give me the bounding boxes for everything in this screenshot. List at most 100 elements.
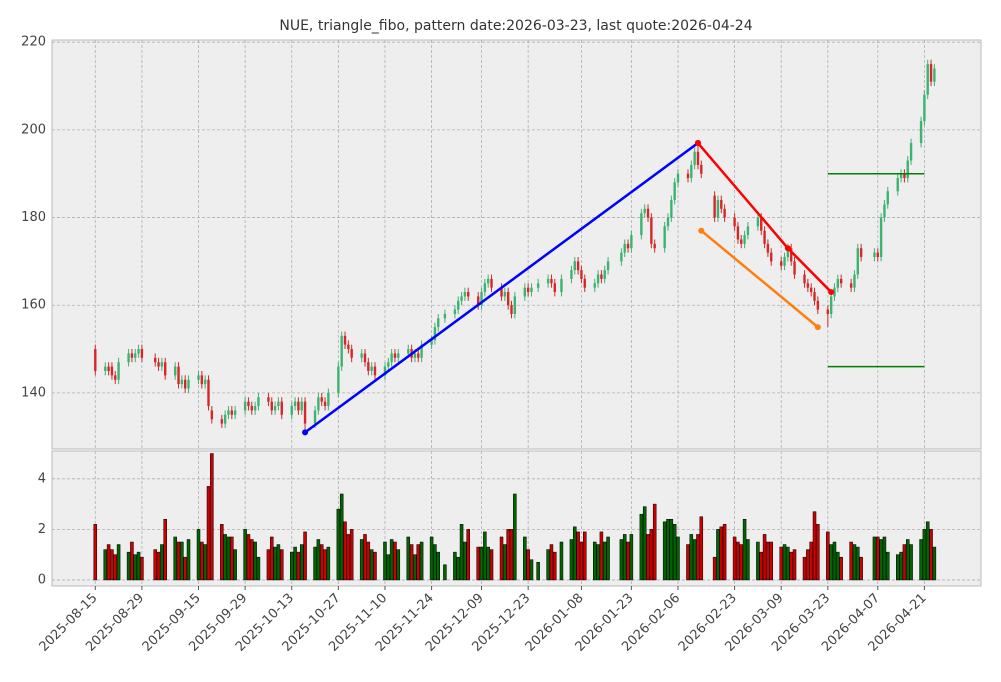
candle-body: [536, 283, 540, 288]
candle-body: [413, 353, 417, 358]
candle-body: [117, 362, 120, 380]
volume-bar: [316, 539, 321, 581]
candle-body: [879, 217, 883, 257]
candle-body: [407, 349, 410, 354]
volume-bar: [809, 541, 813, 581]
candle-body: [723, 208, 726, 218]
volume-bar: [766, 541, 770, 581]
volume-bar: [849, 541, 853, 581]
volume-bar: [396, 549, 401, 581]
volume-tick-label: 0: [38, 572, 46, 587]
volume-bar: [686, 544, 690, 581]
candle-body: [693, 151, 696, 165]
candle-body: [453, 309, 457, 314]
y-tick-label: 140: [21, 385, 46, 400]
volume-bar: [336, 508, 341, 581]
candle-body: [670, 200, 673, 218]
candle-body: [720, 200, 723, 209]
volume-bar: [769, 541, 773, 581]
candle-body: [127, 353, 130, 363]
volume-bar: [393, 541, 397, 581]
candle-body: [546, 278, 550, 284]
volume-bar: [280, 549, 284, 581]
candle-body: [740, 239, 743, 244]
volume-bar: [293, 546, 297, 581]
volume-bar: [606, 536, 610, 581]
candle-body: [813, 292, 816, 301]
candle-body: [290, 406, 293, 415]
candle-body: [280, 401, 283, 415]
volume-bar: [383, 541, 387, 581]
candle-body: [623, 243, 626, 253]
volume-bar: [559, 541, 564, 581]
candle-body: [177, 366, 180, 385]
candle-body: [793, 261, 796, 275]
candle-body: [270, 401, 273, 411]
volume-bar: [619, 539, 624, 581]
volume-bar: [746, 539, 750, 581]
candle-body: [513, 296, 517, 314]
volume-bar: [443, 564, 447, 581]
volume-bar: [829, 544, 833, 581]
candle-body: [443, 313, 447, 319]
candle-body: [713, 195, 716, 218]
pattern-point: [302, 429, 309, 436]
volume-bar: [226, 536, 231, 581]
price-panel: [51, 39, 982, 450]
volume-bar: [896, 554, 900, 581]
volume-bar: [180, 541, 184, 581]
volume-bar: [573, 526, 577, 581]
volume-bar: [909, 544, 913, 581]
candle-body: [630, 235, 633, 249]
pattern-point: [828, 289, 835, 296]
candle-body: [856, 248, 859, 275]
candle-body: [530, 287, 533, 293]
volume-bar: [276, 544, 281, 581]
candle-body: [873, 252, 876, 257]
candle-body: [833, 287, 836, 297]
volume-bar: [639, 513, 644, 581]
volume-bar: [689, 534, 694, 581]
volume-bar: [696, 534, 700, 581]
volume-bar: [456, 556, 460, 581]
candle-body: [183, 379, 187, 389]
volume-bar: [346, 534, 351, 581]
candle-body: [154, 357, 157, 363]
candle-body: [220, 419, 224, 424]
volume-bar: [812, 511, 817, 581]
candle-body: [896, 178, 899, 192]
volume-bar: [579, 541, 584, 581]
volume-bar: [806, 549, 810, 581]
volume-bar: [256, 556, 261, 581]
candle-body: [923, 94, 926, 122]
volume-bar: [879, 539, 883, 581]
candle-body: [763, 230, 766, 244]
chart-title: NUE, triangle_fibo, pattern date:2026-03…: [279, 18, 752, 34]
candle-body: [809, 287, 813, 293]
volume-bar: [592, 541, 597, 581]
volume-bar: [140, 556, 144, 581]
candle-body: [383, 366, 387, 376]
candle-body: [483, 283, 487, 293]
candle-body: [243, 401, 247, 411]
volume-bar: [672, 524, 677, 581]
candle-body: [107, 366, 110, 371]
candle-body: [174, 366, 177, 376]
volume-bar: [859, 556, 863, 581]
volume-bar: [296, 551, 301, 581]
volume-bar: [173, 536, 177, 581]
candle-body: [460, 296, 463, 301]
candle-body: [770, 252, 773, 262]
pattern-point: [694, 140, 701, 147]
volume-bar: [489, 549, 494, 581]
volume-bar: [503, 544, 507, 581]
volume-tick-label: 4: [38, 471, 46, 486]
volume-bar: [479, 546, 484, 581]
candle-body: [839, 278, 843, 284]
candle-body: [666, 217, 670, 227]
volume-bar: [243, 529, 247, 581]
volume-bar: [230, 536, 234, 581]
candle-body: [350, 349, 353, 358]
pattern-line: [304, 142, 699, 434]
candle-body: [337, 366, 340, 393]
